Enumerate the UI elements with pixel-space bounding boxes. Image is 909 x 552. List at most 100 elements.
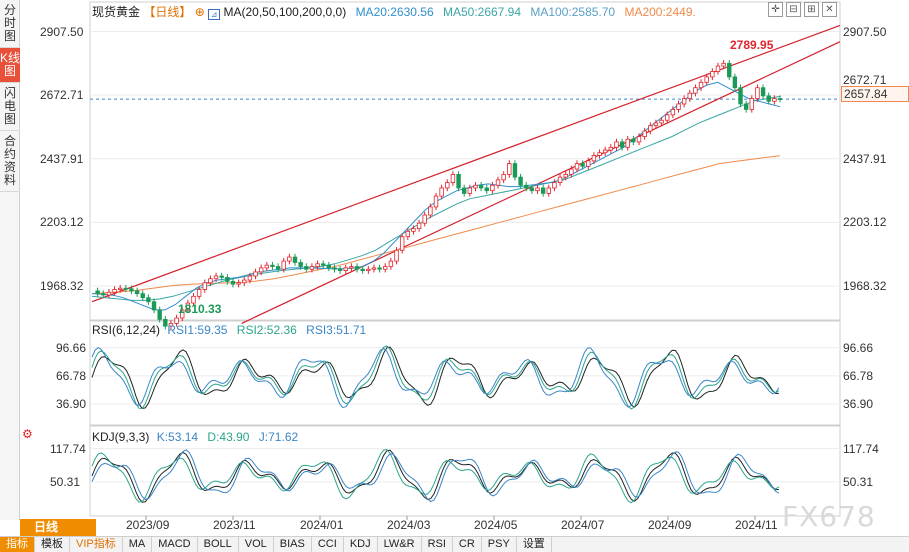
candle-body [535, 187, 540, 192]
kdj-d-value: D:43.90 [207, 430, 250, 444]
candle-body [619, 141, 625, 148]
candle-body [552, 182, 557, 189]
candle-body [777, 98, 783, 100]
candle-body [698, 81, 704, 89]
candle-body [433, 195, 439, 208]
candle-body [495, 179, 501, 186]
candle-body [580, 163, 585, 167]
rsi-header: RSI(6,12,24) RSI1:59.35 RSI2:52.36 RSI3:… [92, 323, 366, 337]
candle-body [512, 163, 518, 178]
indicator-tab-[interactable]: 设置 [517, 537, 552, 552]
rsi-axis-right-label: 36.90 [843, 397, 874, 412]
indicator-tab-vip[interactable]: VIP指标 [70, 537, 123, 552]
candle-body [168, 323, 174, 327]
candle-body [360, 268, 365, 271]
settings-icon[interactable]: ⊕ [194, 5, 205, 19]
indicator-tab-cr[interactable]: CR [453, 537, 482, 552]
indicator-tab-lwr[interactable]: LW&R [378, 537, 422, 552]
price-axis-left-label: 1968.32 [40, 278, 84, 293]
candle-body [287, 256, 292, 262]
candle-body [715, 65, 721, 72]
ma50-value: MA50:2667.94 [442, 5, 522, 19]
candle-body [445, 182, 450, 189]
rsi-label: RSI(6,12,24) [92, 323, 161, 337]
indicator-tab-macd[interactable]: MACD [152, 537, 198, 552]
indicator-tab-bias[interactable]: BIAS [274, 537, 312, 552]
kdj-settings-icon[interactable]: ⚙ [22, 427, 33, 441]
candle-body [134, 290, 140, 295]
side-tab-3[interactable]: 合约资料 [0, 131, 20, 192]
candle-body [349, 266, 354, 269]
ma20-value: MA20:2630.56 [355, 5, 434, 19]
candle-body [123, 287, 129, 290]
candle-body [394, 249, 399, 262]
main-panel-frame [89, 1, 841, 321]
candle-body [275, 266, 281, 270]
candle-body [354, 266, 360, 270]
indicator-tab-ma[interactable]: MA [123, 537, 153, 552]
candle-body [507, 163, 512, 175]
candle-body [642, 130, 647, 137]
candle-body [614, 141, 619, 148]
candle-body [253, 271, 258, 277]
ma100-value: MA100:2585.70 [530, 5, 616, 19]
kdj-panel-frame [89, 425, 841, 517]
candle-body [157, 309, 162, 320]
candle-body [687, 92, 692, 99]
candle-body [755, 87, 760, 99]
indicator-tab-psy[interactable]: PSY [482, 537, 517, 552]
price-axis-left-label: 2437.91 [40, 151, 84, 166]
candle-body [478, 184, 484, 189]
rsi-axis-right-label: 66.78 [843, 368, 874, 383]
indicator-tab-[interactable]: 模板 [35, 537, 70, 552]
indicator-tab-rsi[interactable]: RSI [422, 537, 453, 552]
current-price-box: 2657.84 [841, 86, 909, 102]
candle-body [264, 264, 270, 269]
close-icon[interactable]: ✕ [822, 2, 837, 17]
price-axis-left-label: 2907.50 [40, 24, 84, 39]
channel-upper-line [91, 24, 841, 303]
kdj-axis-left-label: 117.74 [50, 441, 86, 456]
candle-body [185, 302, 191, 311]
candle-body [236, 282, 241, 285]
candle-body [304, 266, 309, 270]
indicator-tab-kdj[interactable]: KDJ [344, 537, 378, 552]
candle-body [602, 149, 608, 154]
candle-body [676, 103, 681, 110]
price-axis-left-label: 2203.12 [40, 215, 84, 230]
candle-body [146, 297, 151, 303]
ma-label: MA(20,50,100,200,0,0) [223, 5, 347, 19]
indicator-tab-boll[interactable]: BOLL [198, 537, 239, 552]
candle-body [202, 282, 207, 290]
indicator-icon[interactable]: ⊿ [208, 9, 221, 20]
candle-body [196, 289, 202, 297]
zoom-in-icon[interactable]: ⊞ [804, 2, 819, 17]
side-tab-1[interactable]: K线图 [0, 48, 20, 83]
candle-body [242, 279, 247, 284]
chart-canvas[interactable] [0, 0, 909, 536]
candle-body [315, 263, 320, 267]
candle-body [631, 138, 636, 143]
price-axis-right-label: 2437.91 [843, 151, 887, 166]
channel-lower-line [241, 41, 841, 324]
candle-body [681, 98, 687, 105]
watermark: FX678 [782, 500, 876, 533]
crosshair-icon[interactable]: ✛ [768, 2, 783, 17]
period-tag: 【日线】 [143, 5, 192, 19]
candle-body [416, 222, 422, 230]
candle-body [591, 155, 597, 162]
candle-body [569, 168, 574, 175]
indicator-tab-vol[interactable]: VOL [239, 537, 274, 552]
side-tab-0[interactable]: 分时图 [0, 0, 20, 48]
side-tab-2[interactable]: 闪电图 [0, 83, 20, 131]
date-axis-label: 2024/11 [735, 518, 778, 532]
indicator-tab-cci[interactable]: CCI [312, 537, 344, 552]
candle-body [321, 263, 326, 266]
candle-body [411, 228, 416, 232]
candle-body [191, 295, 196, 304]
kdj-axis-right-label: 50.31 [843, 475, 874, 490]
zoom-out-icon[interactable]: ⊟ [786, 2, 801, 17]
period-label[interactable]: 日线 [20, 519, 96, 536]
candle-body [383, 266, 388, 270]
indicator-tab-[interactable]: 指标 [0, 537, 35, 552]
